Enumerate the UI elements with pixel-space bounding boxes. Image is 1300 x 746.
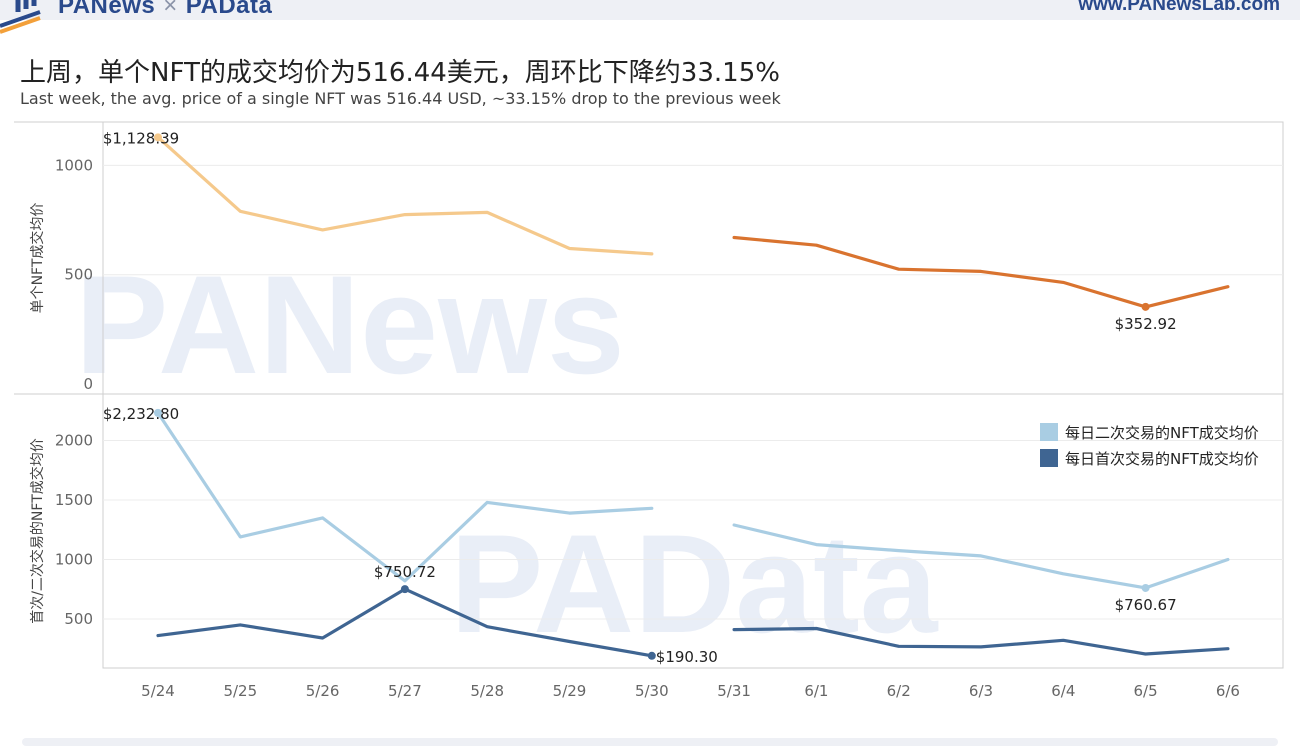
data-label: $2,232.80 <box>103 405 179 423</box>
data-point-marker <box>647 651 656 660</box>
series-line-secondary <box>156 411 654 583</box>
data-label: $352.92 <box>1115 315 1177 333</box>
panel-bottom-frame <box>102 393 1284 669</box>
y-tick-label-top: 1000 <box>55 156 93 174</box>
x-tick-label: 5/24 <box>141 682 175 700</box>
y-tick-label-bottom: 1500 <box>55 491 93 509</box>
brand-title: PANews × PAData <box>58 0 272 20</box>
data-label: $750.72 <box>374 563 436 581</box>
legend-label: 每日首次交易的NFT成交均价 <box>1065 450 1259 468</box>
logo-stripes-icon <box>0 0 41 34</box>
series-line-avg-before <box>156 135 654 256</box>
x-tick-label: 6/5 <box>1134 682 1158 700</box>
data-label: $190.30 <box>656 648 718 666</box>
brand-separator: × <box>163 0 178 19</box>
x-tick-label: 5/25 <box>223 682 257 700</box>
brand-right: PAData <box>185 0 273 19</box>
data-point-marker <box>1141 302 1150 311</box>
y-tick-label-bottom: 500 <box>64 610 93 628</box>
y-axis-title-bottom: 首次/二次交易的NFT成交均价 <box>29 438 46 624</box>
data-point-marker <box>154 408 162 417</box>
x-tick-label: 6/4 <box>1051 682 1075 700</box>
brand-left: PANews <box>58 0 156 19</box>
y-tick-label-bottom: 1000 <box>55 550 93 568</box>
x-tick-label: 5/27 <box>388 682 422 700</box>
site-url[interactable]: www.PANewsLab.com <box>1078 0 1280 15</box>
y-axis-title-top: 单个NFT成交均价 <box>29 203 46 314</box>
series-line-primary <box>732 626 1230 656</box>
legend-swatch <box>1040 423 1058 441</box>
y-tick-label-top: 500 <box>64 266 93 284</box>
x-tick-label: 5/28 <box>470 682 504 700</box>
footer-bar <box>22 738 1278 746</box>
data-point-marker <box>1141 583 1150 592</box>
chart-title: 上周，单个NFT的成交均价为516.44美元，周环比下降约33.15% <box>20 58 780 88</box>
data-point-marker <box>154 133 162 142</box>
x-tick-label: 5/30 <box>635 682 669 700</box>
y-tick-label-bottom: 2000 <box>55 432 93 450</box>
x-tick-label: 5/26 <box>306 682 340 700</box>
header-bar <box>0 0 1300 20</box>
data-label: $760.67 <box>1115 596 1177 614</box>
legend-label: 每日二次交易的NFT成交均价 <box>1065 424 1259 442</box>
x-tick-label: 6/6 <box>1216 682 1240 700</box>
x-tick-label: 5/29 <box>553 682 587 700</box>
y-tick-label-top: 0 <box>83 375 93 393</box>
series-line-avg-after <box>732 235 1230 309</box>
data-label: $1,128.39 <box>103 129 179 147</box>
x-tick-label: 6/1 <box>804 682 828 700</box>
chart-subtitle: Last week, the avg. price of a single NF… <box>20 89 781 108</box>
data-point-marker <box>400 585 409 594</box>
legend-swatch <box>1040 449 1058 467</box>
watermark-top: PANews <box>75 246 625 403</box>
x-tick-label: 6/3 <box>969 682 993 700</box>
x-tick-label: 5/31 <box>717 682 751 700</box>
x-tick-label: 6/2 <box>887 682 911 700</box>
